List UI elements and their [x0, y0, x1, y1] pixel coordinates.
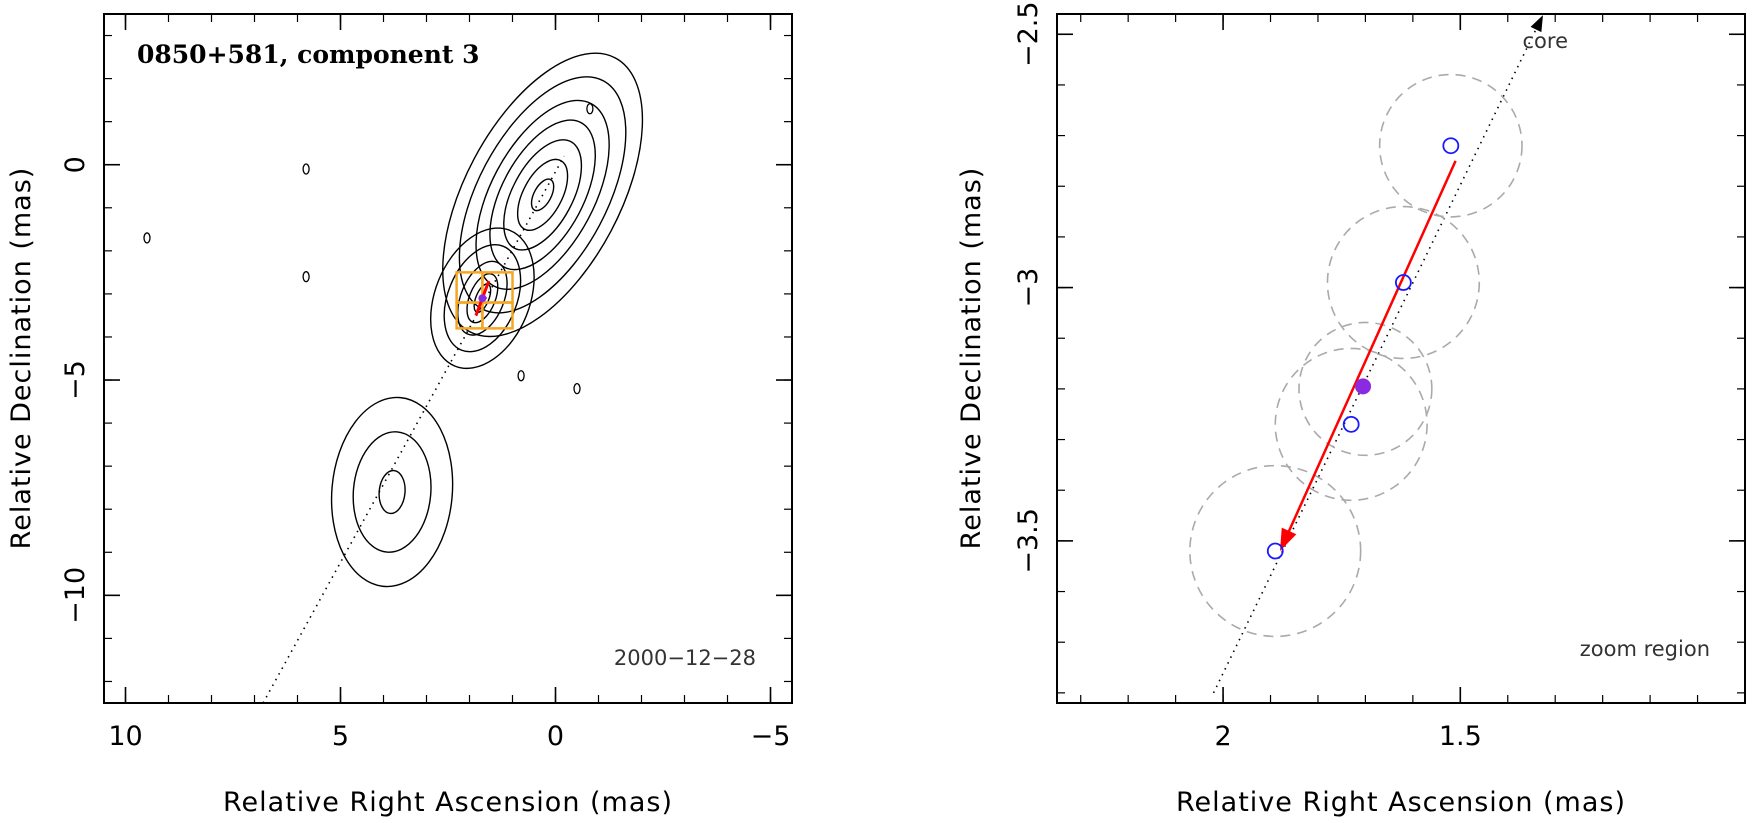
right-y-tick-label: −2.5: [1013, 1, 1044, 67]
zoom-region-label: zoom region: [1580, 637, 1710, 661]
left-x-tick-label: −5: [751, 721, 791, 752]
right-y-axis-label: Relative Declination (mas): [956, 167, 987, 550]
left-y-tick-label: −5: [60, 360, 91, 400]
contour-island: [517, 370, 525, 382]
left-highlight-point: [478, 294, 487, 303]
error-circle: [1189, 464, 1362, 638]
right-x-axis-label: Relative Right Ascension (mas): [1176, 787, 1626, 818]
contour-component-3: [457, 260, 508, 336]
contour-island: [302, 163, 310, 175]
right-panel: 2 1.5 −2.5 −3 −3.5 core zoom region Relative…: [956, 1, 1746, 818]
contour-component-3: [443, 244, 522, 353]
right-jet-axis: [1212, 18, 1542, 694]
zoom-box: [481, 301, 514, 330]
left-y-tick-label: −10: [60, 567, 91, 624]
epoch-point: [1266, 542, 1284, 560]
contour-island: [573, 382, 581, 395]
right-ticks: 2 1.5 −2.5 −3 −3.5: [1013, 1, 1746, 752]
core-label: core: [1523, 29, 1569, 53]
contour-core: [442, 52, 644, 338]
left-x-tick-label: 5: [332, 721, 349, 752]
error-circle: [1274, 347, 1428, 502]
contour-island: [143, 232, 151, 244]
contour-core: [530, 178, 555, 212]
contour-outer-component: [330, 396, 454, 588]
contour-core: [489, 119, 596, 271]
contour-component-3: [429, 227, 535, 370]
left-x-axis-label: Relative Right Ascension (mas): [223, 787, 673, 818]
left-title: 0850+581, component 3: [137, 40, 480, 69]
left-zoom-boxes: [455, 271, 514, 330]
contour-outer-component: [352, 431, 432, 553]
left-inner-markers: [474, 280, 491, 316]
epoch-point: [1342, 415, 1360, 433]
epoch-point: [1394, 274, 1412, 291]
right-plot-frame: [1056, 13, 1746, 704]
left-x-tick-label: 0: [547, 721, 564, 752]
left-date-annotation: 2000−12−28: [614, 646, 756, 670]
right-error-circles: [1189, 73, 1523, 638]
left-small-islands: [143, 103, 594, 395]
contour-island: [302, 271, 310, 283]
right-x-tick-label: 2: [1214, 721, 1231, 752]
epoch-point: [1442, 137, 1460, 155]
right-y-tick-label: −3: [1013, 268, 1044, 308]
core-direction-arrowhead: [1530, 15, 1543, 33]
motion-vector: [1284, 160, 1457, 539]
left-y-axis-label: Relative Declination (mas): [6, 167, 37, 550]
right-y-tick-label: −3.5: [1013, 508, 1044, 574]
error-circle: [1326, 205, 1481, 360]
right-epoch-points: [1266, 137, 1460, 560]
left-contours: [330, 52, 644, 588]
left-plot-frame: [103, 13, 793, 704]
left-jet-axis: [262, 155, 565, 704]
left-ticks: 10 5 0 −5 0 −5 −10: [60, 14, 792, 752]
error-circle: [1378, 73, 1523, 218]
right-x-tick-label: 1.5: [1439, 721, 1482, 752]
highlight-point: [1355, 378, 1372, 395]
contour-outer-component: [378, 469, 406, 515]
contour-core: [503, 139, 583, 251]
left-x-tick-label: 10: [108, 721, 142, 752]
motion-vector-arrowhead: [1280, 527, 1297, 552]
contour-island: [586, 103, 594, 115]
error-circle: [1298, 321, 1433, 457]
left-y-tick-label: 0: [60, 156, 91, 173]
left-panel: 10 5 0 −5 0 −5 −10 0850+581, component 3 2000−…: [6, 13, 793, 818]
contour-core: [516, 158, 569, 231]
